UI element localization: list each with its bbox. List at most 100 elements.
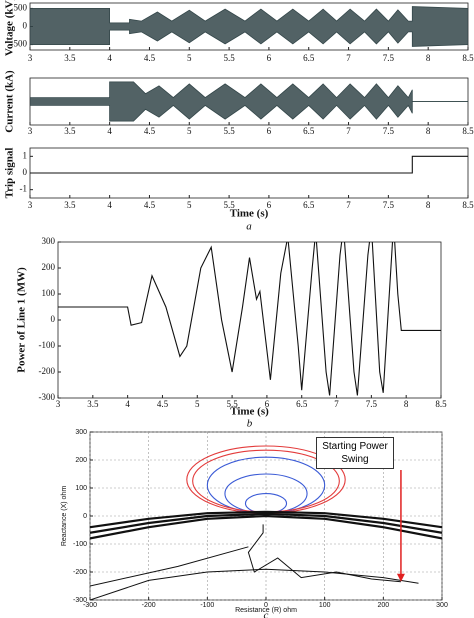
y-tick-label: -100 bbox=[73, 541, 87, 548]
caption: a bbox=[246, 221, 252, 233]
x-axis-label: Time (s) bbox=[230, 208, 269, 220]
x-tick-label: 5 bbox=[187, 53, 192, 63]
y-tick-label: 200 bbox=[75, 457, 87, 464]
impedance-trajectory bbox=[90, 568, 419, 600]
x-tick-label: 4 bbox=[107, 200, 112, 210]
x-tick-label: 7 bbox=[346, 200, 351, 210]
x-tick-label: 8 bbox=[404, 399, 409, 409]
x-tick-label: 4.5 bbox=[144, 126, 156, 136]
y-tick-label: -300 bbox=[73, 597, 87, 604]
y-axis-label: Voltage (kV) bbox=[4, 0, 16, 56]
x-tick-label: 7.5 bbox=[383, 126, 395, 136]
x-tick-label: 6.5 bbox=[303, 200, 315, 210]
x-tick-label: 4.5 bbox=[144, 53, 156, 63]
x-tick-label: 4.5 bbox=[157, 399, 169, 409]
plot-layer bbox=[30, 155, 468, 174]
x-tick-label: 5 bbox=[187, 200, 192, 210]
x-tick-label: 4.5 bbox=[144, 200, 156, 210]
x-tick-label: 4 bbox=[107, 53, 112, 63]
x-tick-label: 7.5 bbox=[383, 53, 395, 63]
x-tick-label: 5.5 bbox=[223, 126, 235, 136]
x-tick-label: 200 bbox=[377, 602, 389, 609]
x-tick-label: 5 bbox=[187, 126, 192, 136]
plot-layer bbox=[58, 242, 441, 396]
x-tick-label: 6.5 bbox=[303, 126, 315, 136]
x-tick-label: 3.5 bbox=[64, 200, 76, 210]
area-fill bbox=[30, 101, 468, 122]
y-axis-label: Reactance (X) ohm bbox=[61, 486, 68, 546]
y-tick-label: 500 bbox=[14, 2, 28, 12]
area-line bbox=[30, 81, 468, 102]
x-tick-label: 7.5 bbox=[383, 200, 395, 210]
impedance-trajectory bbox=[247, 524, 401, 583]
x-tick-label: 5.5 bbox=[226, 399, 238, 409]
x-tick-label: 3 bbox=[28, 53, 33, 63]
y-tick-label: 200 bbox=[42, 262, 56, 272]
plot-frame bbox=[57, 241, 442, 399]
impedance-trajectory bbox=[90, 512, 442, 534]
y-tick-label: -500 bbox=[11, 39, 28, 49]
x-axis-label: Time (s) bbox=[230, 406, 269, 418]
x-tick-label: 8.5 bbox=[462, 53, 474, 63]
plot-layer bbox=[30, 81, 468, 122]
y-tick-label: 0 bbox=[23, 167, 28, 177]
x-tick-label: 5.5 bbox=[223, 200, 235, 210]
x-tick-label: 6 bbox=[265, 399, 270, 409]
y-tick-label: -100 bbox=[39, 340, 56, 350]
x-tick-label: -200 bbox=[142, 602, 156, 609]
y-axis-label: Power of Line 1 (MW) bbox=[16, 267, 28, 373]
x-tick-label: 0 bbox=[264, 602, 268, 609]
area-fill bbox=[30, 26, 468, 47]
x-tick-label: -100 bbox=[200, 602, 214, 609]
x-tick-label: 6 bbox=[267, 126, 272, 136]
caption: c bbox=[264, 610, 269, 618]
x-tick-label: 100 bbox=[319, 602, 331, 609]
y-axis-label: Current (kA) bbox=[4, 70, 16, 133]
x-tick-label: 8.5 bbox=[435, 399, 447, 409]
y-tick-label: 0 bbox=[83, 513, 87, 520]
x-axis-label: Resistance (R) ohm bbox=[235, 607, 297, 614]
y-tick-label: 300 bbox=[75, 429, 87, 436]
plot-layer bbox=[90, 445, 442, 600]
y-tick-label: 100 bbox=[42, 288, 56, 298]
x-tick-label: 3 bbox=[28, 200, 33, 210]
area-line bbox=[30, 29, 468, 47]
x-tick-label: 6 bbox=[267, 200, 272, 210]
x-tick-label: 8 bbox=[426, 200, 431, 210]
y-tick-label: -1 bbox=[20, 184, 28, 194]
y-tick-label: 1 bbox=[23, 150, 28, 160]
line bbox=[30, 155, 468, 174]
x-tick-label: 6.5 bbox=[296, 399, 308, 409]
area-fill bbox=[30, 6, 468, 27]
x-tick-label: 4 bbox=[125, 399, 130, 409]
x-tick-label: 8 bbox=[426, 126, 431, 136]
x-tick-label: 300 bbox=[436, 602, 448, 609]
area-line bbox=[30, 101, 468, 122]
line bbox=[58, 242, 441, 396]
arrow-head bbox=[396, 573, 405, 582]
y-tick-label: -300 bbox=[39, 392, 56, 402]
x-tick-label: 3 bbox=[28, 126, 33, 136]
caption: b bbox=[247, 418, 253, 430]
x-tick-label: 3 bbox=[56, 399, 61, 409]
area-line bbox=[30, 6, 468, 24]
x-tick-label: 5.5 bbox=[223, 53, 235, 63]
plot-layer bbox=[30, 6, 468, 47]
y-tick-label: -200 bbox=[39, 366, 56, 376]
area-fill bbox=[30, 81, 468, 102]
x-tick-label: 7 bbox=[346, 126, 351, 136]
x-tick-label: 4 bbox=[107, 126, 112, 136]
x-tick-label: 8.5 bbox=[462, 126, 474, 136]
x-tick-label: 7 bbox=[346, 53, 351, 63]
x-tick-label: 6 bbox=[267, 53, 272, 63]
annotation: Starting Power Swing bbox=[316, 437, 394, 469]
y-tick-label: -200 bbox=[73, 569, 87, 576]
impedance-trajectory bbox=[90, 510, 442, 529]
x-tick-label: 7.5 bbox=[366, 399, 378, 409]
y-tick-label: 100 bbox=[75, 485, 87, 492]
x-tick-label: 8.5 bbox=[462, 200, 474, 210]
y-tick-label: 0 bbox=[51, 314, 56, 324]
impedance-trajectory bbox=[90, 546, 249, 587]
